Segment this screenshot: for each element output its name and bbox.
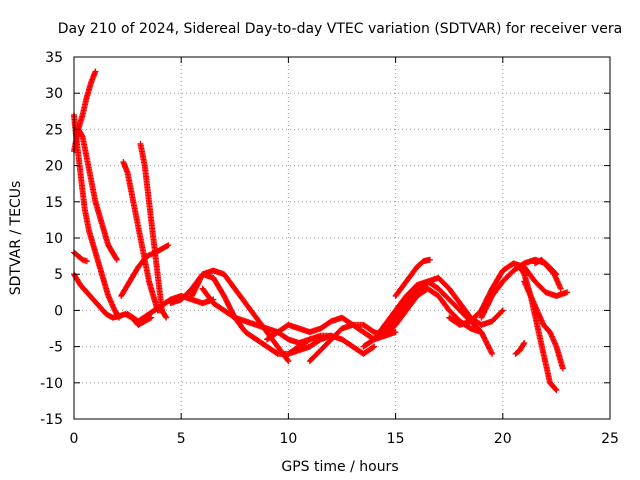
y-tick-label: 0 [54, 303, 63, 319]
series-track-2 [71, 111, 123, 321]
data-point-markers [531, 256, 564, 292]
data-point-markers [124, 292, 217, 325]
y-tick-label: 10 [45, 231, 63, 247]
y-tick-label: 15 [45, 195, 63, 211]
x-tick-label: 0 [70, 431, 79, 447]
axis-layer: 0 5 10 15 20 25 -15 -10 -5 0 5 10 15 20 25 30 35 [40, 50, 619, 447]
x-tick-label: 5 [177, 431, 186, 447]
x-tick-label: 20 [494, 431, 512, 447]
data-point-markers [446, 260, 571, 328]
grid-layer [74, 57, 610, 419]
y-tick-label: 30 [45, 86, 63, 102]
y-tick-label: -5 [49, 340, 63, 356]
data-layer [71, 68, 571, 394]
data-point-markers [199, 285, 335, 346]
y-axis-title: SDTVAR / TECUs [8, 181, 24, 296]
series-track-8 [118, 242, 172, 299]
y-tick-label: 25 [45, 122, 63, 138]
series-track-10 [167, 271, 313, 357]
x-axis-title: GPS time / hours [281, 459, 398, 475]
chart-title: Day 210 of 2024, Sidereal Day-to-day VTE… [58, 21, 622, 37]
x-tick-label: 15 [387, 431, 405, 447]
data-point-markers [521, 278, 566, 372]
series-track-23 [512, 339, 528, 357]
series-track-25 [531, 256, 564, 292]
x-tick-label: 25 [601, 431, 619, 447]
data-point-markers [71, 111, 123, 321]
data-point-markers [188, 267, 292, 365]
series-track-6 [120, 158, 165, 314]
y-tick-label: -15 [40, 412, 63, 428]
series-track-7 [137, 140, 170, 321]
series-track-11 [188, 267, 292, 365]
data-point-markers [120, 158, 165, 314]
y-tick-label: 5 [54, 267, 63, 283]
data-point-markers [118, 242, 172, 299]
data-point-markers [512, 339, 528, 357]
data-point-markers [167, 271, 313, 357]
series-track-19 [392, 256, 433, 299]
series-track-20 [446, 260, 571, 328]
series-track-9 [124, 292, 217, 325]
data-point-markers [137, 140, 170, 321]
y-tick-label: -10 [40, 376, 63, 392]
x-tick-label: 10 [279, 431, 297, 447]
y-tick-label: 20 [45, 159, 63, 175]
series-track-12 [199, 285, 335, 346]
data-point-markers [392, 256, 433, 299]
y-tick-label: 35 [45, 50, 63, 66]
data-point-markers [285, 332, 378, 357]
series-track-14 [285, 332, 378, 357]
series-track-24 [521, 278, 566, 372]
